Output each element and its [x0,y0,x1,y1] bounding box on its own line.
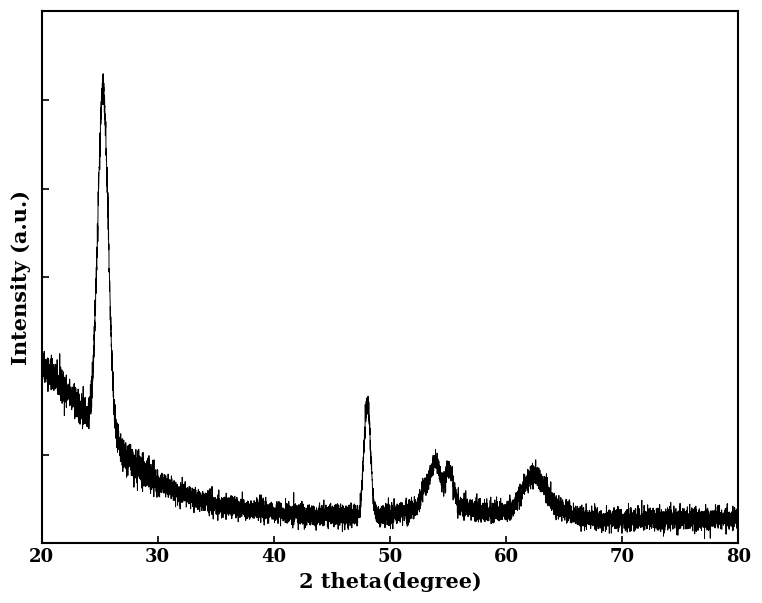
Y-axis label: Intensity (a.u.): Intensity (a.u.) [11,190,31,365]
X-axis label: 2 theta(degree): 2 theta(degree) [299,572,482,592]
